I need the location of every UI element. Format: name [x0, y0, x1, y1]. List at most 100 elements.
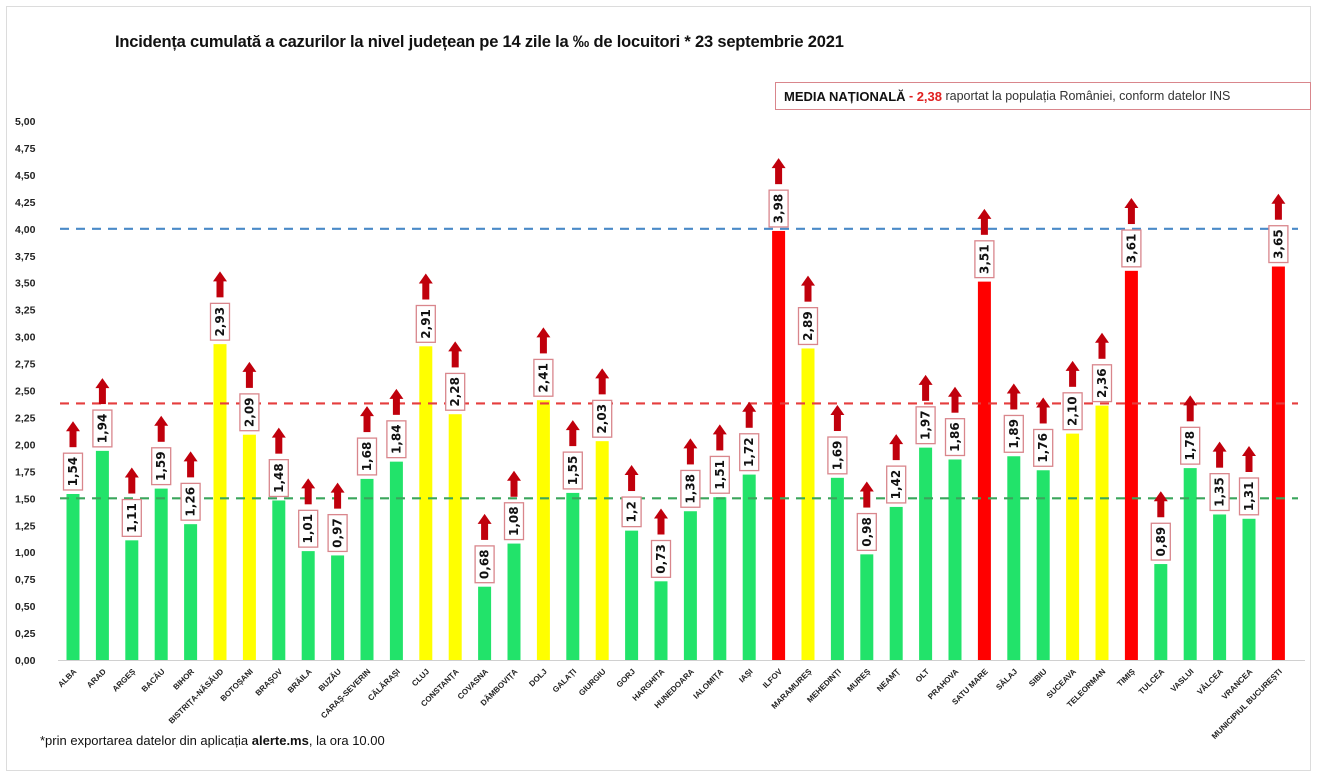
data-label: 1,38: [683, 474, 697, 504]
trend-up-arrow-icon: [301, 478, 316, 505]
trend-up-arrow-icon: [1124, 198, 1139, 225]
bar: [977, 281, 991, 660]
y-tick-label: 4,75: [15, 143, 36, 155]
trend-up-arrow-icon: [595, 368, 610, 395]
data-label: 0,68: [478, 549, 492, 579]
bar: [242, 434, 256, 660]
national-average-text: raportat la populația României, conform …: [942, 89, 1231, 103]
data-label: 3,98: [772, 194, 786, 224]
x-tick-label: MUREȘ: [845, 667, 872, 694]
data-labels: 1,54 1,94 1,11 1,59 1,26 2,93 2,09 1,48 1,01 0,97…: [62, 158, 1289, 584]
data-label: 3,65: [1271, 229, 1285, 259]
trend-up-arrow-icon: [742, 401, 757, 428]
trend-up-arrow-icon: [536, 327, 551, 354]
y-axis: 0,00 0,25 0,50 0,75 1,00 1,25 1,50 1,75 2,00 2,25…: [15, 116, 1305, 667]
x-tick-label: BACĂU: [140, 667, 167, 694]
bar: [1242, 518, 1256, 660]
y-tick-label: 4,00: [15, 224, 36, 236]
data-label-box: [827, 436, 848, 475]
data-label-box: [386, 420, 407, 459]
data-label: 1,2: [625, 501, 639, 522]
bar: [1183, 468, 1197, 660]
trend-up-arrow-icon: [624, 465, 639, 492]
reference-lines: [60, 227, 1298, 500]
data-label-box: [62, 452, 84, 491]
data-label: 1,59: [154, 451, 168, 481]
y-tick-label: 1,50: [15, 493, 36, 505]
data-label: 2,93: [213, 307, 227, 337]
bar: [1095, 405, 1109, 660]
bar: [331, 555, 345, 660]
trend-up-arrow-icon: [213, 271, 227, 298]
data-label: 1,97: [919, 410, 933, 440]
data-label: 1,26: [184, 487, 198, 517]
trend-up-arrow-icon: [683, 438, 698, 465]
bar: [1154, 564, 1168, 660]
trend-up-arrow-icon: [418, 273, 433, 300]
y-tick-label: 3,25: [15, 305, 36, 317]
data-label-box: [1062, 392, 1083, 431]
trend-up-arrow-icon: [977, 208, 992, 235]
data-label-box: [886, 465, 907, 504]
data-label: 3,61: [1124, 234, 1138, 264]
trend-up-arrow-icon: [507, 470, 521, 497]
bar: [1213, 514, 1227, 660]
x-tick-label: BISTRIȚA-NĂSĂUD: [167, 667, 226, 726]
data-label: 1,86: [948, 422, 962, 452]
bar: [654, 581, 668, 660]
national-average-box: MEDIA NAȚIONALĂ - 2,38 raportat la popul…: [775, 82, 1311, 110]
data-label: 1,08: [507, 506, 521, 536]
bar: [1007, 456, 1021, 660]
data-label-box: [797, 307, 819, 346]
bar: [1036, 470, 1050, 660]
trend-up-arrow-icon: [389, 388, 404, 415]
bar: [889, 506, 903, 660]
data-label: 2,89: [801, 311, 815, 341]
data-label: 0,73: [654, 544, 668, 574]
bars: [66, 230, 1285, 660]
bar: [478, 586, 492, 660]
y-tick-label: 2,75: [15, 359, 36, 371]
data-label: 1,54: [66, 457, 80, 487]
data-label-box: [944, 418, 966, 457]
data-label-box: [1268, 225, 1289, 264]
data-label-box: [680, 469, 701, 508]
data-label: 1,42: [889, 470, 903, 500]
x-tick-label: VASLUI: [1169, 667, 1196, 694]
trend-up-arrow-icon: [1212, 441, 1227, 468]
bar: [360, 478, 374, 660]
bar: [742, 474, 756, 660]
y-tick-label: 3,50: [15, 278, 36, 290]
bar: [713, 497, 727, 660]
y-tick-label: 2,50: [15, 386, 36, 398]
y-tick-label: 1,25: [15, 520, 36, 532]
bar: [1271, 266, 1285, 660]
bar: [419, 346, 433, 660]
x-tick-label: VÂLCEA: [1195, 667, 1225, 697]
trend-up-arrow-icon: [1036, 397, 1051, 424]
data-label-box: [151, 447, 172, 486]
y-tick-label: 1,00: [15, 547, 36, 559]
data-label-box: [562, 451, 583, 490]
y-tick-label: 2,25: [15, 412, 36, 424]
data-label: 1,78: [1183, 431, 1197, 461]
data-label: 1,76: [1036, 433, 1050, 463]
x-tick-label: GIURGIU: [577, 667, 608, 698]
y-tick-label: 1,75: [15, 466, 36, 478]
data-label: 2,91: [419, 309, 433, 339]
national-average-label: MEDIA NAȚIONALĂ: [784, 88, 906, 104]
data-label: 1,68: [360, 442, 374, 472]
data-label: 0,97: [331, 518, 345, 548]
data-label: 0,89: [1154, 527, 1168, 557]
data-label-box: [268, 459, 289, 498]
bar: [683, 511, 697, 660]
trend-up-arrow-icon: [477, 513, 492, 540]
x-tick-label: SIBIU: [1027, 667, 1049, 689]
trend-up-arrow-icon: [889, 434, 904, 461]
trend-up-arrow-icon: [918, 374, 933, 401]
x-tick-label: BRĂILA: [286, 667, 314, 695]
trend-up-arrow-icon: [654, 508, 668, 535]
bar: [154, 488, 168, 660]
bar: [125, 540, 139, 660]
